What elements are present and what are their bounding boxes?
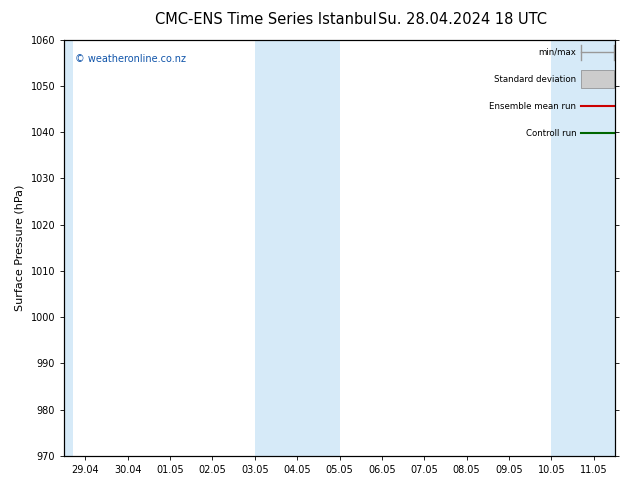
Bar	[64, 40, 73, 456]
Y-axis label: Surface Pressure (hPa): Surface Pressure (hPa)	[15, 185, 25, 311]
Bar	[297, 40, 340, 456]
Bar	[581, 70, 614, 88]
Text: Su. 28.04.2024 18 UTC: Su. 28.04.2024 18 UTC	[378, 12, 547, 27]
Text: min/max: min/max	[538, 48, 576, 56]
Text: © weatheronline.co.nz: © weatheronline.co.nz	[75, 54, 186, 64]
Bar	[552, 40, 615, 456]
Text: Controll run: Controll run	[526, 129, 576, 138]
Text: Standard deviation: Standard deviation	[494, 74, 576, 84]
Text: CMC-ENS Time Series Istanbul: CMC-ENS Time Series Istanbul	[155, 12, 377, 27]
Text: Ensemble mean run: Ensemble mean run	[489, 102, 576, 111]
Bar	[255, 40, 297, 456]
